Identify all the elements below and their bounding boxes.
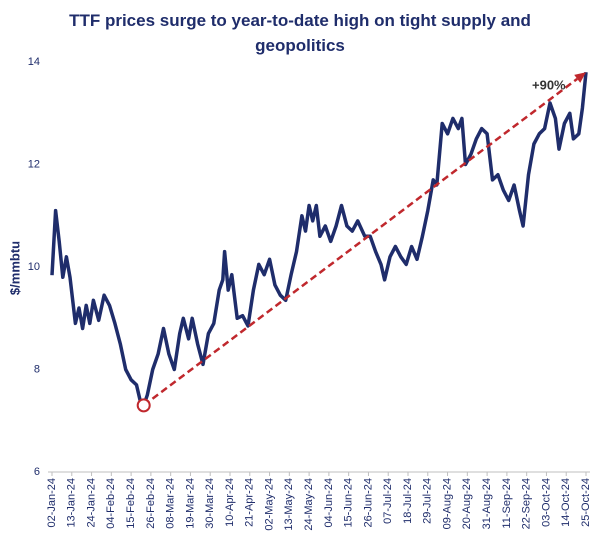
x-tick-label: 04-Jun-24 (323, 478, 335, 528)
x-tick-label: 26-Jun-24 (362, 478, 374, 528)
y-tick-label: 10 (28, 261, 40, 273)
x-tick-label: 09-Aug-24 (441, 478, 453, 529)
annotation: +90% (532, 78, 566, 93)
x-tick-label: 02-Jan-24 (46, 478, 58, 528)
x-tick-label: 31-Aug-24 (481, 478, 493, 529)
x-tick-label: 03-Oct-24 (540, 478, 552, 527)
y-tick-label: 8 (34, 363, 40, 375)
x-tick-label: 25-Oct-24 (580, 478, 592, 527)
x-tick-label: 29-Jul-24 (422, 478, 434, 524)
x-tick-label: 21-Apr-24 (244, 478, 256, 527)
x-tick-label: 13-Jan-24 (66, 478, 78, 528)
x-tick-label: 19-Mar-24 (184, 478, 196, 529)
x-tick-label: 30-Mar-24 (204, 478, 216, 529)
x-tick-label: 04-Feb-24 (105, 478, 117, 529)
arrow-head (574, 72, 586, 83)
x-tick-label: 22-Sep-24 (521, 478, 533, 529)
y-tick-label: 6 (34, 466, 40, 478)
y-axis-label: $/mmbtu (7, 241, 22, 295)
x-tick-label: 20-Aug-24 (461, 478, 473, 529)
x-tick-label: 02-May-24 (263, 478, 275, 531)
x-tick-label: 11-Sep-24 (501, 478, 513, 529)
y-tick-label: 12 (28, 158, 40, 170)
x-tick-label: 18-Jul-24 (402, 478, 414, 524)
x-tick-label: 26-Feb-24 (145, 478, 157, 529)
x-tick-label: 13-May-24 (283, 478, 295, 531)
y-tick-label: 14 (28, 56, 40, 68)
x-tick-label: 08-Mar-24 (165, 478, 177, 529)
x-tick-label: 24-Jan-24 (85, 478, 97, 528)
low-marker (136, 398, 151, 413)
x-tick-label: 14-Oct-24 (560, 478, 572, 527)
x-tick-label: 24-May-24 (303, 478, 315, 531)
x-tick-label: 07-Jul-24 (382, 478, 394, 524)
x-tick-label: 15-Jun-24 (343, 478, 355, 528)
trend-arrow (142, 77, 578, 407)
x-tick-label: 15-Feb-24 (125, 478, 137, 529)
line-series (50, 72, 588, 408)
x-tick-label: 10-Apr-24 (224, 478, 236, 527)
chart-title: TTF prices surge to year-to-date high on… (69, 11, 531, 55)
